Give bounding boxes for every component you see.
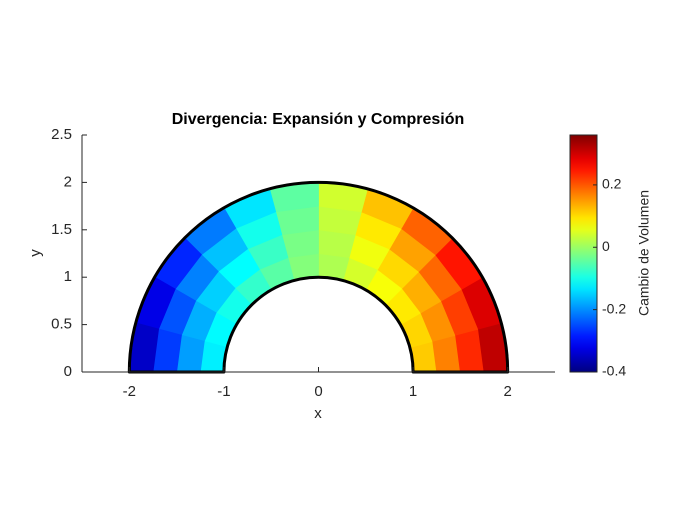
colorbar	[569, 134, 598, 373]
x-axis-label: x	[314, 405, 322, 422]
y-tick-label: 0.5	[51, 316, 72, 333]
y-tick-label: 2	[64, 173, 72, 190]
y-axis-label: y	[27, 249, 44, 257]
chart-title: Divergencia: Expansión y Compresión	[172, 111, 465, 128]
y-tick-label: 1	[64, 268, 72, 285]
x-tick-label: 2	[504, 383, 512, 400]
x-tick-label: -2	[123, 383, 136, 400]
colorbar-tick-label: 0	[602, 238, 610, 254]
colorbar-tick-label: 0.2	[602, 176, 622, 192]
colorbar-tick-label: -0.4	[602, 363, 626, 379]
x-tick-label: 0	[314, 383, 322, 400]
domain-boundary	[127, 180, 510, 374]
colorbar-tick-label: -0.2	[602, 300, 626, 316]
y-tick-label: 1.5	[51, 221, 72, 238]
x-tick-label: -1	[217, 383, 230, 400]
x-tick-label: 1	[409, 383, 417, 400]
y-tick-label: 2.5	[51, 126, 72, 143]
colorbar-label: Cambio de Volumen	[636, 190, 652, 316]
y-tick-label: 0	[64, 363, 72, 380]
